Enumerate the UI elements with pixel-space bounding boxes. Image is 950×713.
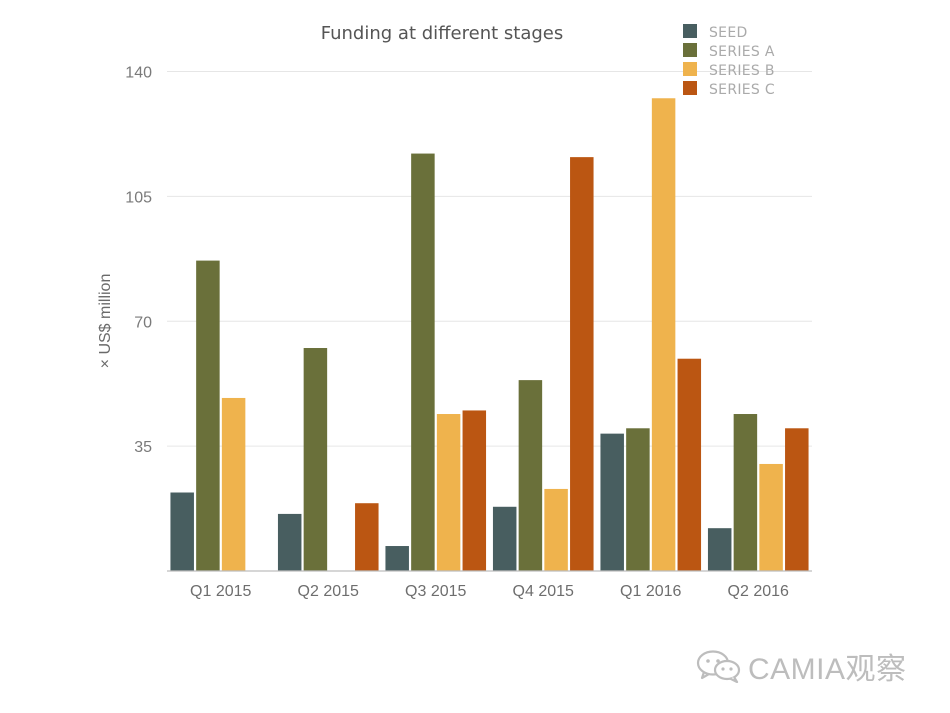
bar bbox=[626, 428, 650, 571]
y-axis-ticks: 35 70 105 140 bbox=[125, 65, 152, 457]
bar bbox=[759, 463, 783, 571]
bar bbox=[518, 380, 543, 571]
bar bbox=[355, 503, 379, 571]
x-tick-label: Q3 2015 bbox=[405, 583, 466, 600]
bar bbox=[436, 414, 461, 571]
y-tick-label: 140 bbox=[125, 65, 152, 82]
legend-swatch bbox=[683, 24, 697, 38]
x-tick-label: Q2 2016 bbox=[728, 583, 789, 600]
bars bbox=[170, 98, 809, 572]
legend-swatch bbox=[683, 62, 697, 76]
bar bbox=[196, 260, 220, 571]
x-tick-label: Q1 2015 bbox=[190, 583, 251, 600]
bar bbox=[651, 98, 676, 572]
bar bbox=[677, 358, 702, 571]
bar bbox=[707, 528, 732, 571]
legend-swatch bbox=[683, 81, 697, 95]
bar bbox=[385, 546, 409, 571]
bar bbox=[785, 428, 809, 571]
bar bbox=[221, 397, 246, 571]
wechat-icon bbox=[696, 650, 741, 683]
y-tick-label: 105 bbox=[125, 189, 152, 206]
watermark: CAMIA观察 bbox=[696, 646, 936, 686]
bar bbox=[462, 410, 487, 571]
bar bbox=[411, 153, 435, 571]
bar bbox=[170, 492, 194, 571]
watermark-text: CAMIA观察 bbox=[748, 653, 907, 686]
x-tick-label: Q2 2015 bbox=[298, 583, 359, 600]
x-tick-label: Q4 2015 bbox=[513, 583, 574, 600]
legend-label: SERIES C bbox=[709, 82, 775, 98]
y-tick-label: 70 bbox=[134, 314, 152, 331]
legend-label: SERIES A bbox=[709, 44, 775, 60]
bar bbox=[733, 414, 758, 571]
bar bbox=[600, 433, 624, 571]
chart-title: Funding at different stages bbox=[321, 23, 564, 44]
x-axis-ticks: Q1 2015 Q2 2015 Q3 2015 Q4 2015 Q1 2016 Q2 20… bbox=[190, 583, 789, 600]
bar bbox=[544, 488, 568, 571]
legend: SEED SERIES A SERIES B SERIES C bbox=[683, 24, 775, 98]
bar bbox=[492, 506, 517, 571]
legend-label: SEED bbox=[709, 25, 748, 41]
bar bbox=[570, 157, 594, 571]
y-tick-label: 35 bbox=[134, 439, 152, 456]
x-tick-label: Q1 2016 bbox=[620, 583, 681, 600]
legend-swatch bbox=[683, 43, 697, 57]
bar bbox=[277, 513, 302, 571]
legend-label: SERIES B bbox=[709, 63, 775, 79]
bar bbox=[303, 348, 328, 571]
grid-lines bbox=[167, 71, 812, 447]
y-axis-label: × US$ million bbox=[97, 274, 114, 369]
